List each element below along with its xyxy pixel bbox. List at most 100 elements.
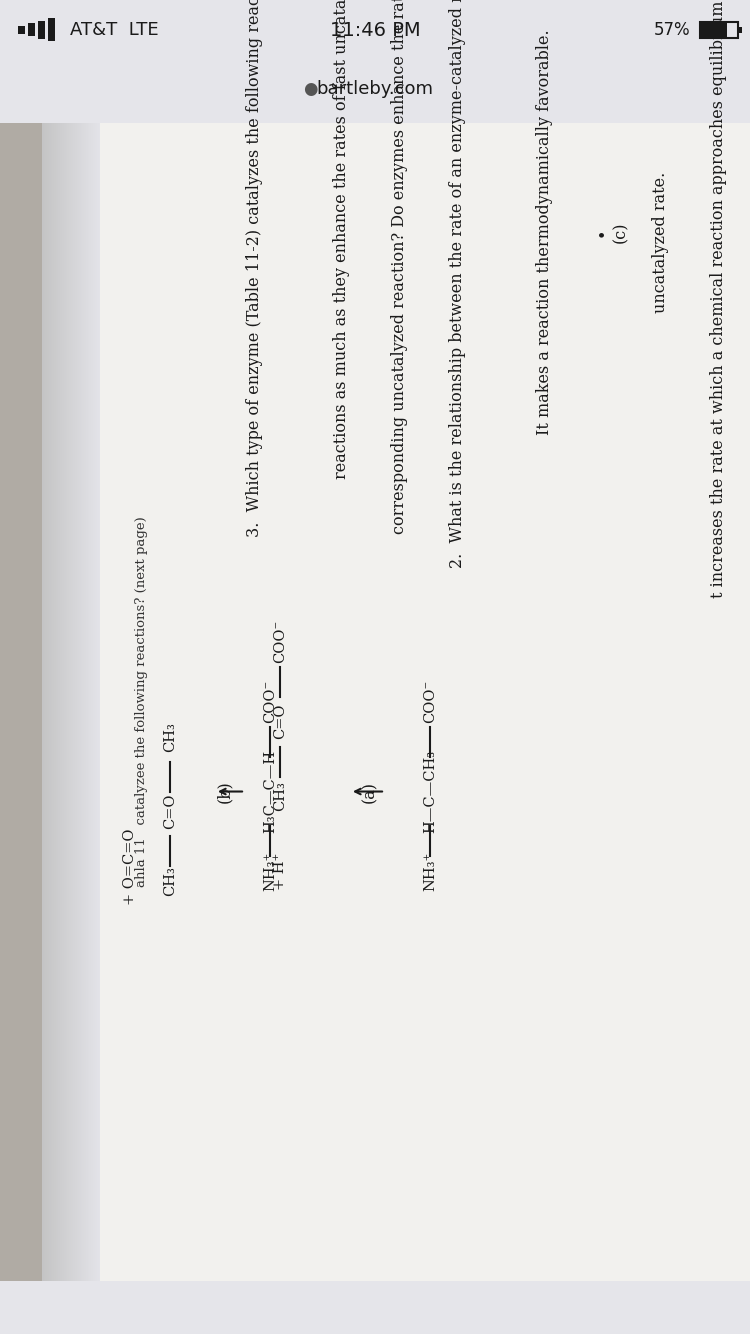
Bar (700, 21, 738, 39)
Bar (72, 123, 73, 1281)
Text: CH₃: CH₃ (163, 866, 177, 896)
Bar (90, 123, 91, 1281)
Bar (71, 123, 72, 1281)
Text: C=O: C=O (273, 704, 287, 739)
Bar (80, 123, 81, 1281)
Bar (66, 123, 67, 1281)
Bar (82, 123, 83, 1281)
Bar (88, 123, 89, 1281)
Bar (62, 123, 63, 1281)
Bar (49, 123, 50, 1281)
Bar (91, 123, 92, 1281)
Bar (92, 123, 93, 1281)
Bar (77, 123, 78, 1281)
Bar (28, 23, 35, 36)
Bar (68, 123, 69, 1281)
Bar (44, 123, 45, 1281)
Bar (50, 123, 51, 1281)
Text: t increases the rate at which a chemical reaction approaches equilibrium relativ: t increases the rate at which a chemical… (710, 0, 727, 598)
Bar (48, 19, 55, 41)
Bar (0, 123, 42, 1281)
Bar (101, 123, 102, 1281)
Bar (48, 123, 49, 1281)
Bar (55, 123, 56, 1281)
Bar (76, 123, 77, 1281)
Bar (86, 123, 87, 1281)
Bar (51, 123, 52, 1281)
Text: NH₃⁺: NH₃⁺ (263, 851, 277, 891)
Text: corresponding uncatalyzed reaction? Do enzymes enhance the rates of slow uncatal: corresponding uncatalyzed reaction? Do e… (391, 0, 408, 534)
Text: uncatalyzed rate.: uncatalyzed rate. (652, 172, 669, 313)
Bar (42, 123, 43, 1281)
Bar (54, 123, 55, 1281)
Bar (18, 27, 25, 35)
Text: ●: ● (303, 80, 317, 99)
Text: NH₃⁺: NH₃⁺ (423, 851, 437, 891)
Text: AT&T  LTE: AT&T LTE (70, 21, 159, 39)
Bar (95, 123, 96, 1281)
Bar (89, 123, 90, 1281)
Text: reactions as much as they enhance the rates of fast uncatalyzed reactions?: reactions as much as they enhance the ra… (333, 0, 350, 479)
Text: CH₃: CH₃ (273, 782, 287, 811)
Text: •: • (594, 228, 611, 237)
Bar (65, 123, 66, 1281)
Bar (701, 23, 727, 37)
Text: It makes a reaction thermodynamically favorable.: It makes a reaction thermodynamically fa… (536, 29, 553, 435)
Bar (100, 123, 750, 1281)
Bar (43, 123, 44, 1281)
Text: COO⁻: COO⁻ (263, 680, 277, 723)
Bar (99, 123, 100, 1281)
Text: bartleby.com: bartleby.com (316, 80, 434, 99)
Bar (69, 123, 70, 1281)
Bar (52, 123, 53, 1281)
Text: ahla 11   catalyzee the following reactions? (next page): ahla 11 catalyzee the following reaction… (135, 516, 148, 887)
Bar (738, 27, 742, 33)
Bar (59, 123, 60, 1281)
Bar (94, 123, 95, 1281)
Bar (60, 123, 61, 1281)
Bar (100, 123, 101, 1281)
Bar (58, 123, 59, 1281)
Bar (56, 123, 57, 1281)
Bar (98, 123, 99, 1281)
Bar (93, 123, 94, 1281)
Text: H₃C—C—H: H₃C—C—H (263, 750, 277, 834)
Text: (c): (c) (612, 221, 629, 243)
Bar (63, 123, 64, 1281)
Bar (79, 123, 80, 1281)
Text: 2.  What is the relationship between the rate of an enzyme-catalyzed reaction an: 2. What is the relationship between the … (449, 0, 466, 568)
Text: 3.  Which type of enzyme (Table 11-2) catalyzes the following reactions?: 3. Which type of enzyme (Table 11-2) cat… (246, 0, 263, 538)
Text: 11:46 PM: 11:46 PM (330, 20, 420, 40)
Bar (73, 123, 74, 1281)
Bar (47, 123, 48, 1281)
Bar (45, 123, 46, 1281)
Bar (64, 123, 65, 1281)
Bar (87, 123, 88, 1281)
Bar (96, 123, 97, 1281)
Bar (81, 123, 82, 1281)
Bar (74, 123, 75, 1281)
Text: (a): (a) (362, 780, 379, 803)
Text: + O=C=O: + O=C=O (123, 828, 137, 904)
Bar (78, 123, 79, 1281)
Bar (53, 123, 54, 1281)
Bar (57, 123, 58, 1281)
Bar (85, 123, 86, 1281)
Text: 57%: 57% (653, 21, 690, 39)
Text: H—C—CH₃: H—C—CH₃ (423, 750, 437, 834)
Bar (97, 123, 98, 1281)
Bar (61, 123, 62, 1281)
Text: (b): (b) (217, 780, 233, 803)
Text: CH₃: CH₃ (163, 722, 177, 751)
Bar (46, 123, 47, 1281)
Bar (67, 123, 68, 1281)
Bar (38, 21, 45, 39)
Text: COO⁻: COO⁻ (423, 680, 437, 723)
Bar (75, 123, 76, 1281)
Text: + H⁺: + H⁺ (273, 852, 287, 890)
Text: C=O: C=O (163, 794, 177, 830)
Bar (83, 123, 84, 1281)
Bar (70, 123, 71, 1281)
Text: COO⁻: COO⁻ (273, 620, 287, 663)
Bar (84, 123, 85, 1281)
